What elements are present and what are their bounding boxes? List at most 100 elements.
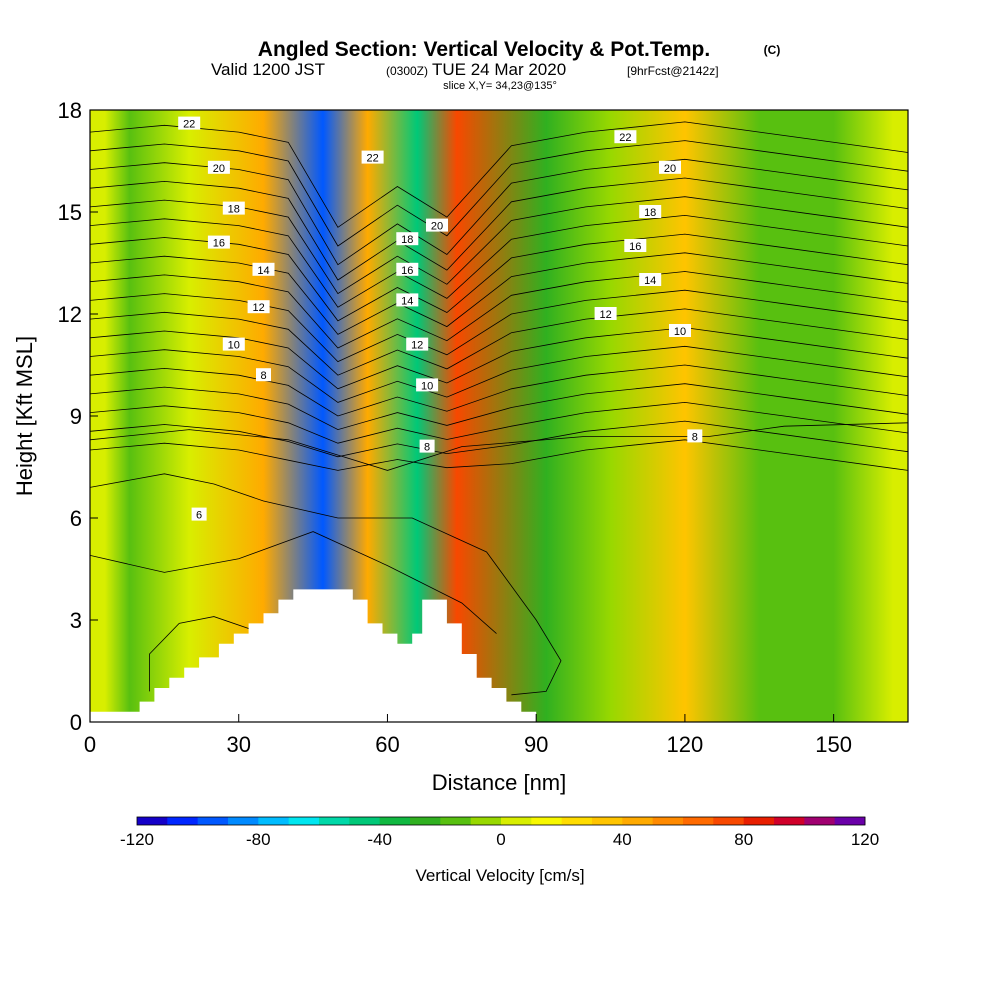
- theta-contour-label-bg: [687, 429, 703, 443]
- colorbar-tick-label: -120: [120, 830, 154, 849]
- theta-contour-label-bg: [669, 324, 691, 337]
- theta-contour-line: [90, 308, 908, 376]
- theta-contour-line: [90, 177, 908, 281]
- y-axis-label: Height [Kft MSL]: [12, 336, 37, 496]
- theta-contour-label: 6: [191, 507, 207, 522]
- y-tick-label: 15: [58, 200, 82, 225]
- theta-contour-line: [90, 121, 908, 228]
- theta-contour-label-text: 8: [424, 442, 430, 454]
- forecast-info: [9hrFcst@2142z]: [627, 64, 719, 78]
- theta-contour-label: 22: [614, 130, 637, 144]
- colorbar-tick-label: 40: [613, 830, 632, 849]
- colorbar-segment: [167, 817, 199, 825]
- y-tick-label: 0: [70, 710, 82, 735]
- x-tick-label: 120: [667, 732, 704, 757]
- theta-contour-label-bg: [247, 300, 270, 314]
- theta-contour-label-text: 20: [431, 221, 443, 233]
- theta-contour-label-bg: [406, 337, 429, 351]
- colorbar-segment: [834, 817, 866, 825]
- theta-contour-line: [90, 214, 908, 308]
- colorbar-segment: [652, 817, 684, 825]
- theta-contour-label: 18: [396, 232, 419, 246]
- theta-contour-label: 16: [624, 239, 647, 253]
- colorbar-tick-label: 0: [496, 830, 505, 849]
- colorbar-ticks: -120 -80 -40 0 40 80 120: [120, 830, 879, 849]
- colorbar-segment: [137, 817, 168, 825]
- colorbar-segment: [743, 817, 775, 825]
- theta-contour-label: 12: [247, 300, 270, 314]
- theta-contour-label: 12: [594, 307, 617, 321]
- theta-contour-label-text: 14: [644, 275, 656, 287]
- chart-title: Angled Section: Vertical Velocity & Pot.…: [258, 38, 710, 61]
- colorbar-segment: [683, 817, 714, 825]
- theta-contour-label-text: 8: [260, 370, 266, 382]
- theta-contour-label-text: 12: [252, 302, 264, 314]
- colorbar-segment: [804, 817, 836, 825]
- colorbar-segment: [319, 817, 350, 825]
- theta-contour-label-text: 22: [619, 132, 631, 144]
- y-tick-label: 9: [70, 404, 82, 429]
- theta-contour-label: 10: [416, 378, 439, 392]
- theta-contour-label-bg: [222, 337, 245, 351]
- theta-contour-label-text: 16: [629, 241, 641, 253]
- theta-contour-label-bg: [624, 239, 647, 252]
- theta-contour-label: 20: [426, 218, 448, 233]
- theta-contour-label: 8: [687, 429, 703, 443]
- colorbar-segment: [622, 817, 654, 825]
- colorbar-tick-label: -80: [246, 830, 271, 849]
- colorbar-label: Vertical Velocity [cm/s]: [415, 866, 584, 885]
- colorbar-segment: [501, 817, 532, 825]
- theta-contour-label: 18: [639, 205, 662, 219]
- colorbar-segment: [197, 817, 229, 825]
- colorbar-segment: [561, 817, 593, 825]
- theta-contour-label-bg: [416, 378, 439, 392]
- theta-contour-label-bg: [207, 235, 230, 249]
- valid-prefix: Valid 1200 JST: [211, 60, 325, 79]
- x-tick-label: 150: [815, 732, 852, 757]
- theta-contours: [90, 121, 908, 696]
- theta-contour-label-text: 18: [401, 234, 413, 246]
- colorbar-tick-label: 120: [851, 830, 879, 849]
- y-tick-label: 12: [58, 302, 82, 327]
- colorbar-segment: [592, 817, 623, 825]
- theta-contour-label-bg: [659, 160, 681, 174]
- theta-contour-label-text: 12: [411, 340, 423, 352]
- theta-contour-label: 20: [207, 160, 230, 175]
- theta-contour-label: 8: [256, 368, 271, 382]
- theta-contour-label-bg: [639, 205, 662, 218]
- colorbar-segment: [349, 817, 381, 825]
- theta-contour-label: 14: [396, 293, 419, 307]
- theta-contour-label-bg: [594, 307, 617, 320]
- copyright-mark: (C): [764, 43, 781, 57]
- theta-contour-label-text: 16: [401, 265, 413, 277]
- y-axis: 0 3 6 9 12 15 18: [58, 98, 98, 735]
- theta-contour-label-bg: [396, 262, 419, 276]
- colorbar-segment: [410, 817, 441, 825]
- theta-contour-line: [90, 383, 908, 431]
- plot-area: 22 20 18 16 14 12 10 8 6 22 20 18 16 14 12 10 8 22 20 18 16 1…: [90, 110, 908, 722]
- x-tick-label: 30: [226, 732, 250, 757]
- theta-contour-label: 12: [406, 337, 429, 352]
- theta-contour-label: 18: [222, 201, 245, 216]
- theta-contour-label: 14: [252, 262, 275, 277]
- theta-contour-label: 14: [639, 273, 662, 287]
- theta-contour-label-bg: [419, 439, 435, 453]
- theta-contour-line: [90, 252, 908, 335]
- theta-contour-label: 16: [207, 235, 230, 250]
- colorbar-segment: [774, 817, 805, 825]
- theta-contour-label: 20: [659, 160, 681, 175]
- theta-contour-label: 16: [396, 262, 419, 277]
- x-tick-label: 60: [375, 732, 399, 757]
- terrain-mask: [90, 589, 537, 722]
- theta-contour-label-text: 22: [366, 153, 378, 165]
- y-tick-label: 6: [70, 506, 82, 531]
- theta-contour-label-bg: [426, 218, 448, 232]
- theta-contour-label-text: 18: [228, 204, 240, 216]
- theta-contour-line: [90, 327, 908, 390]
- theta-contour-line: [90, 401, 908, 444]
- theta-contour-label-bg: [396, 232, 419, 246]
- theta-contour-label-bg: [396, 293, 419, 307]
- chart-header: Angled Section: Vertical Velocity & Pot.…: [211, 38, 780, 92]
- colorbar-segment: [440, 817, 472, 825]
